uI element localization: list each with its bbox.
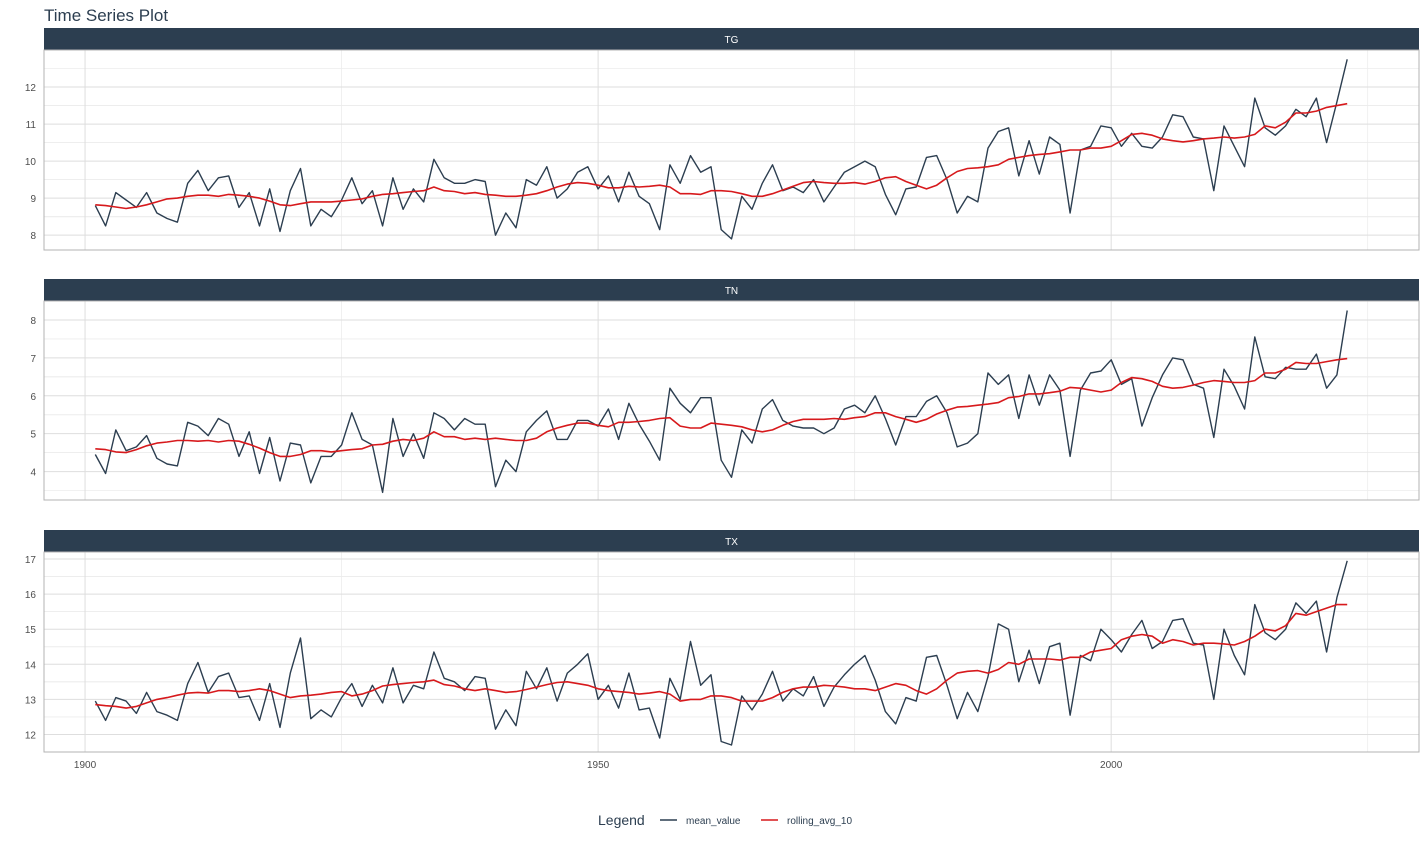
series-line-rolling-avg-10: [95, 357, 1348, 458]
facet-panel-tx: TX 12 13 14 15 16 17: [25, 530, 1420, 753]
y-tick-label: 4: [30, 468, 36, 479]
panel-border: [43, 551, 1420, 753]
facet-strip: [44, 279, 1419, 301]
facet-strip-label: TG: [725, 35, 739, 46]
legend-title: Legend: [598, 812, 645, 828]
legend: Legend mean_value rolling_avg_10: [598, 812, 852, 828]
y-tick-label: 17: [25, 555, 37, 566]
legend-item-rolling-avg-10: rolling_avg_10: [761, 816, 852, 827]
series-line-mean-value: [94, 560, 1348, 746]
facet-panel-tn: TN 4 5 6 7 8: [30, 279, 1420, 501]
facet-panel-tg: TG 8 9 10 11 12: [25, 28, 1420, 251]
x-axis: 1900 1950 2000: [74, 760, 1123, 771]
legend-label: rolling_avg_10: [787, 816, 852, 827]
y-tick-label: 14: [25, 660, 37, 671]
legend-item-mean-value: mean_value: [660, 816, 741, 827]
y-tick-label: 16: [25, 590, 37, 601]
y-tick-label: 8: [30, 316, 36, 327]
y-tick-label: 9: [30, 194, 36, 205]
y-tick-label: 8: [30, 231, 36, 242]
series-line-rolling-avg-10: [95, 603, 1348, 709]
y-tick-label: 5: [30, 430, 36, 441]
x-tick-label: 1950: [587, 760, 610, 771]
legend-label: mean_value: [686, 816, 741, 827]
facet-strip-label: TX: [725, 537, 738, 548]
y-tick-label: 12: [25, 83, 37, 94]
series-line-mean-value: [94, 310, 1348, 494]
facet-strip-label: TN: [725, 286, 738, 297]
panel-border: [43, 49, 1420, 251]
y-tick-label: 10: [25, 157, 37, 168]
y-tick-label: 12: [25, 730, 37, 741]
facet-strip: [44, 530, 1419, 552]
x-tick-label: 2000: [1100, 760, 1123, 771]
panel-border: [43, 300, 1420, 501]
x-tick-label: 1900: [74, 760, 97, 771]
series-line-mean-value: [94, 59, 1348, 240]
y-tick-label: 7: [30, 354, 36, 365]
facet-panels: TG 8 9 10 11 12 TN 4 5 6 7 8 TX 12 13 14 15 16 17: [25, 28, 1420, 753]
facet-strip: [44, 28, 1419, 50]
y-tick-label: 15: [25, 625, 37, 636]
y-tick-label: 13: [25, 695, 37, 706]
chart-title: Time Series Plot: [44, 6, 168, 25]
y-tick-label: 6: [30, 392, 36, 403]
y-tick-label: 11: [26, 120, 37, 131]
series-line-rolling-avg-10: [95, 102, 1348, 210]
